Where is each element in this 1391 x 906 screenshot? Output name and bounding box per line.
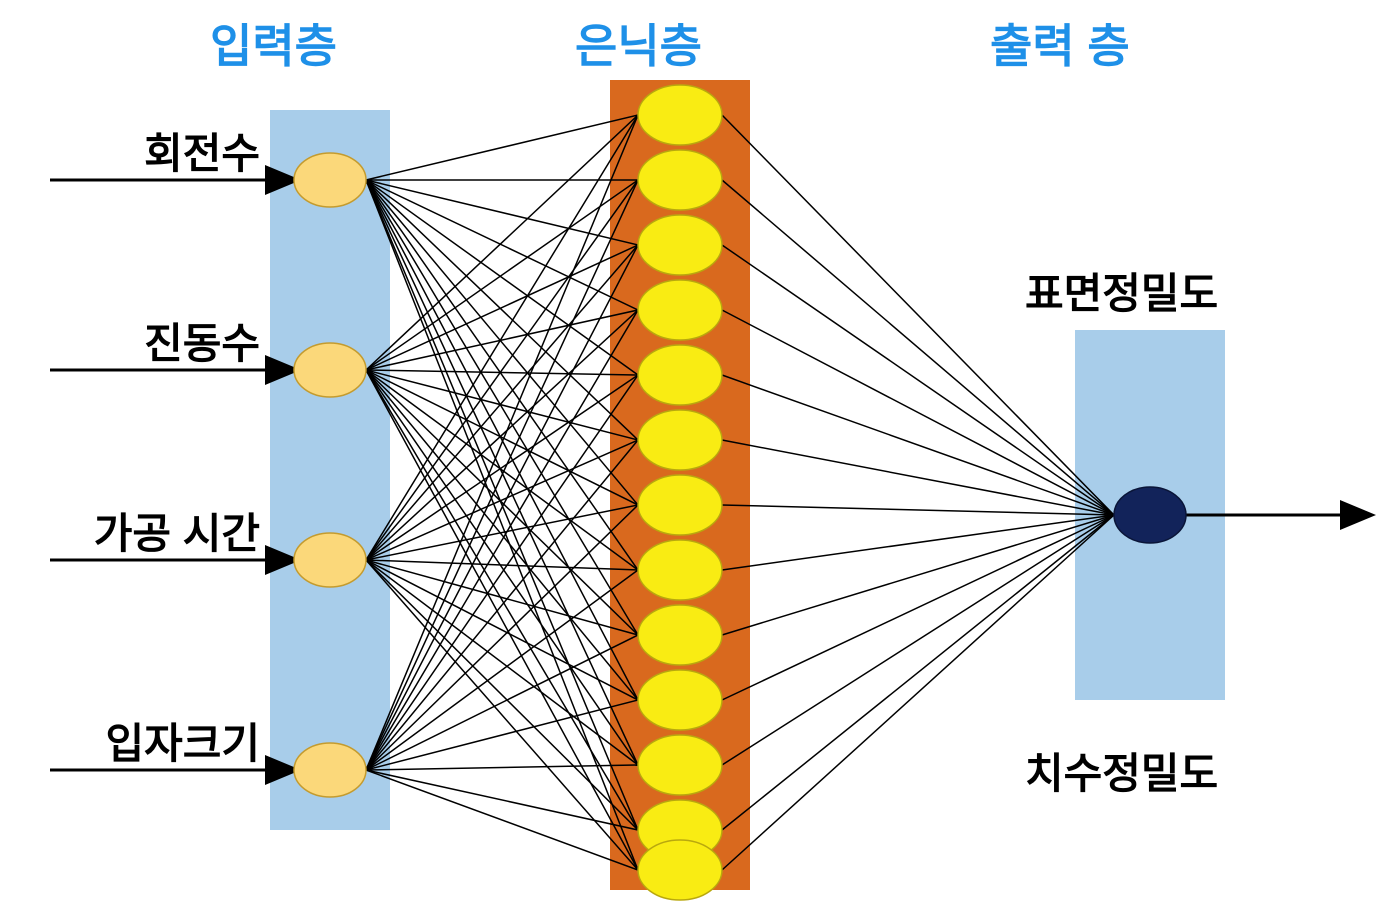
hidden-node: [638, 85, 722, 145]
hidden-node: [638, 150, 722, 210]
hidden-node: [638, 345, 722, 405]
input-node: [294, 743, 366, 797]
hidden-layer-title: 은닉층: [575, 10, 702, 76]
output-label-0: 표면정밀도: [1025, 260, 1218, 321]
output-layer-title: 출력 층: [990, 10, 1130, 76]
hidden-node: [638, 540, 722, 600]
hidden-node: [638, 410, 722, 470]
output-label-1: 치수정밀도: [1025, 740, 1218, 801]
hidden-node: [638, 475, 722, 535]
input-node: [294, 153, 366, 207]
hidden-node: [638, 840, 722, 900]
input-node: [294, 343, 366, 397]
input-label-1: 진동수: [30, 310, 260, 371]
hidden-node: [638, 215, 722, 275]
input-node: [294, 533, 366, 587]
hidden-node: [638, 735, 722, 795]
input-label-2: 가공 시간: [30, 500, 260, 561]
hidden-node: [638, 280, 722, 340]
input-layer-title: 입력층: [210, 10, 337, 76]
output-node: [1114, 487, 1186, 543]
hidden-node: [638, 670, 722, 730]
hidden-node: [638, 605, 722, 665]
input-label-0: 회전수: [30, 120, 260, 181]
input-label-3: 입자크기: [30, 710, 260, 771]
